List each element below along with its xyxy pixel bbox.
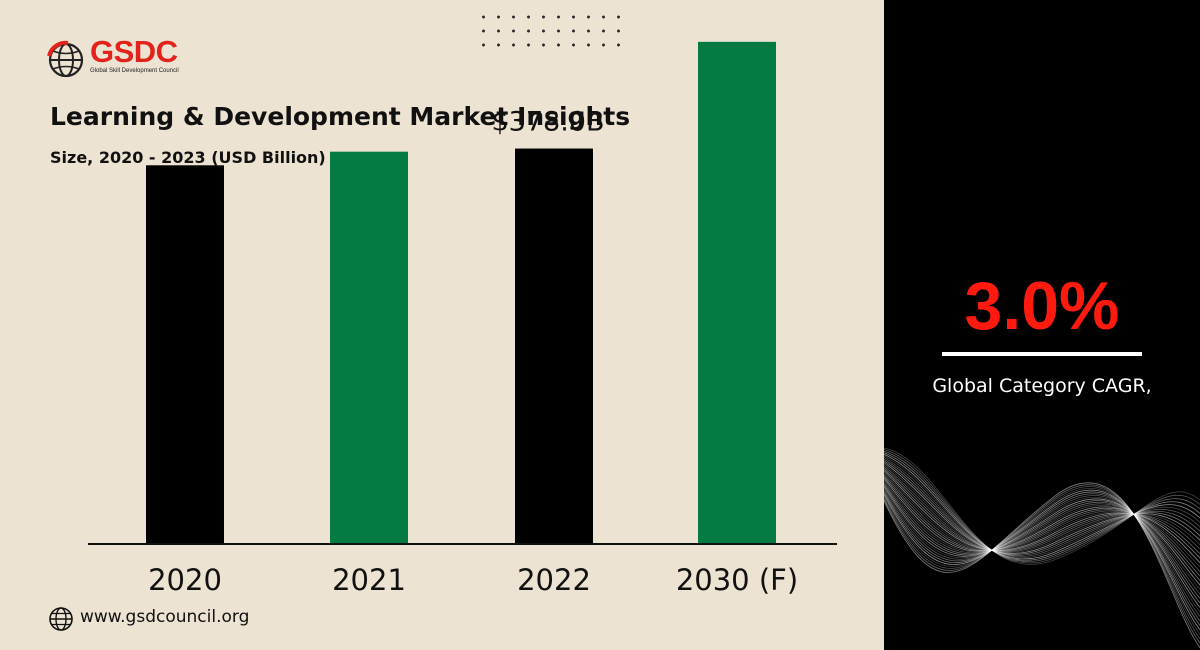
wave-line [884, 454, 1200, 560]
x-tick-label: 2020 [148, 563, 222, 597]
wave-line [884, 450, 1200, 563]
wave-line [884, 476, 1200, 581]
wave-line [884, 484, 1200, 644]
page-title: Learning & Development Market Insights [50, 102, 631, 131]
wave-line [884, 458, 1200, 556]
logo-tagline: Global Skill Development Council [90, 68, 179, 74]
wave-line [884, 486, 1200, 608]
bar-2021 [330, 151, 408, 544]
wave-line [884, 487, 1200, 635]
decorative-wave-lines [884, 447, 1200, 649]
wave-line [884, 449, 1200, 564]
website-link[interactable]: www.gsdcouncil.org [80, 607, 250, 627]
wave-line [884, 491, 1200, 626]
wave-line [884, 465, 1200, 553]
labels-group: 2020 2021 2022 $378.0B 2030 (F) [148, 107, 798, 597]
wave-line [884, 470, 1200, 563]
cagr-value: 3.0% [964, 268, 1120, 344]
bar-2030f [698, 41, 776, 544]
decorative-dot-grid [476, 10, 626, 50]
x-tick-label: 2022 [517, 563, 591, 597]
wave-line [884, 452, 1200, 561]
chart-subtitle: Size, 2020 - 2023 (USD Billion) [50, 148, 326, 167]
wave-line [884, 460, 1200, 555]
wave-line [884, 487, 1200, 613]
bar-2022 [515, 148, 593, 545]
wave-line [884, 481, 1200, 595]
wave-line [884, 466, 1200, 555]
x-tick-label: 2021 [332, 563, 406, 597]
gsdc-logo[interactable]: GSDC Global Skill Development Council [46, 34, 196, 78]
chart-panel: GSDC Global Skill Development Council Le… [0, 0, 884, 650]
wave-line [884, 457, 1200, 557]
wave-line [884, 489, 1200, 631]
wave-line [884, 468, 1200, 559]
wave-line [884, 484, 1200, 604]
wave-line [884, 471, 1200, 568]
globe-icon [49, 607, 73, 631]
bar-2020 [146, 165, 224, 545]
cagr-panel: 3.0% Global Category CAGR, [884, 0, 1200, 650]
wave-line [884, 455, 1200, 558]
wave-line [884, 486, 1200, 640]
data-label: $378.0B [492, 107, 605, 138]
wave-line [884, 474, 1200, 577]
wave-line [884, 447, 1200, 565]
wave-line [884, 482, 1200, 649]
wave-line [884, 482, 1200, 599]
wave-line [884, 491, 1200, 622]
wave-line [884, 473, 1200, 572]
bar-chart: 2020 2021 2022 $378.0B 2030 (F) [88, 41, 837, 597]
logo-brand-text: GSDC [90, 34, 178, 69]
bars-group [146, 41, 776, 545]
wave-line [884, 478, 1200, 586]
wave-line [884, 462, 1200, 554]
wave-line [884, 479, 1200, 590]
globe-logo-icon [47, 40, 84, 78]
cagr-label: Global Category CAGR, [932, 375, 1152, 397]
wave-line [884, 489, 1200, 617]
cagr-underline [942, 352, 1142, 356]
x-tick-label: 2030 (F) [676, 563, 798, 597]
wave-line [884, 463, 1200, 553]
